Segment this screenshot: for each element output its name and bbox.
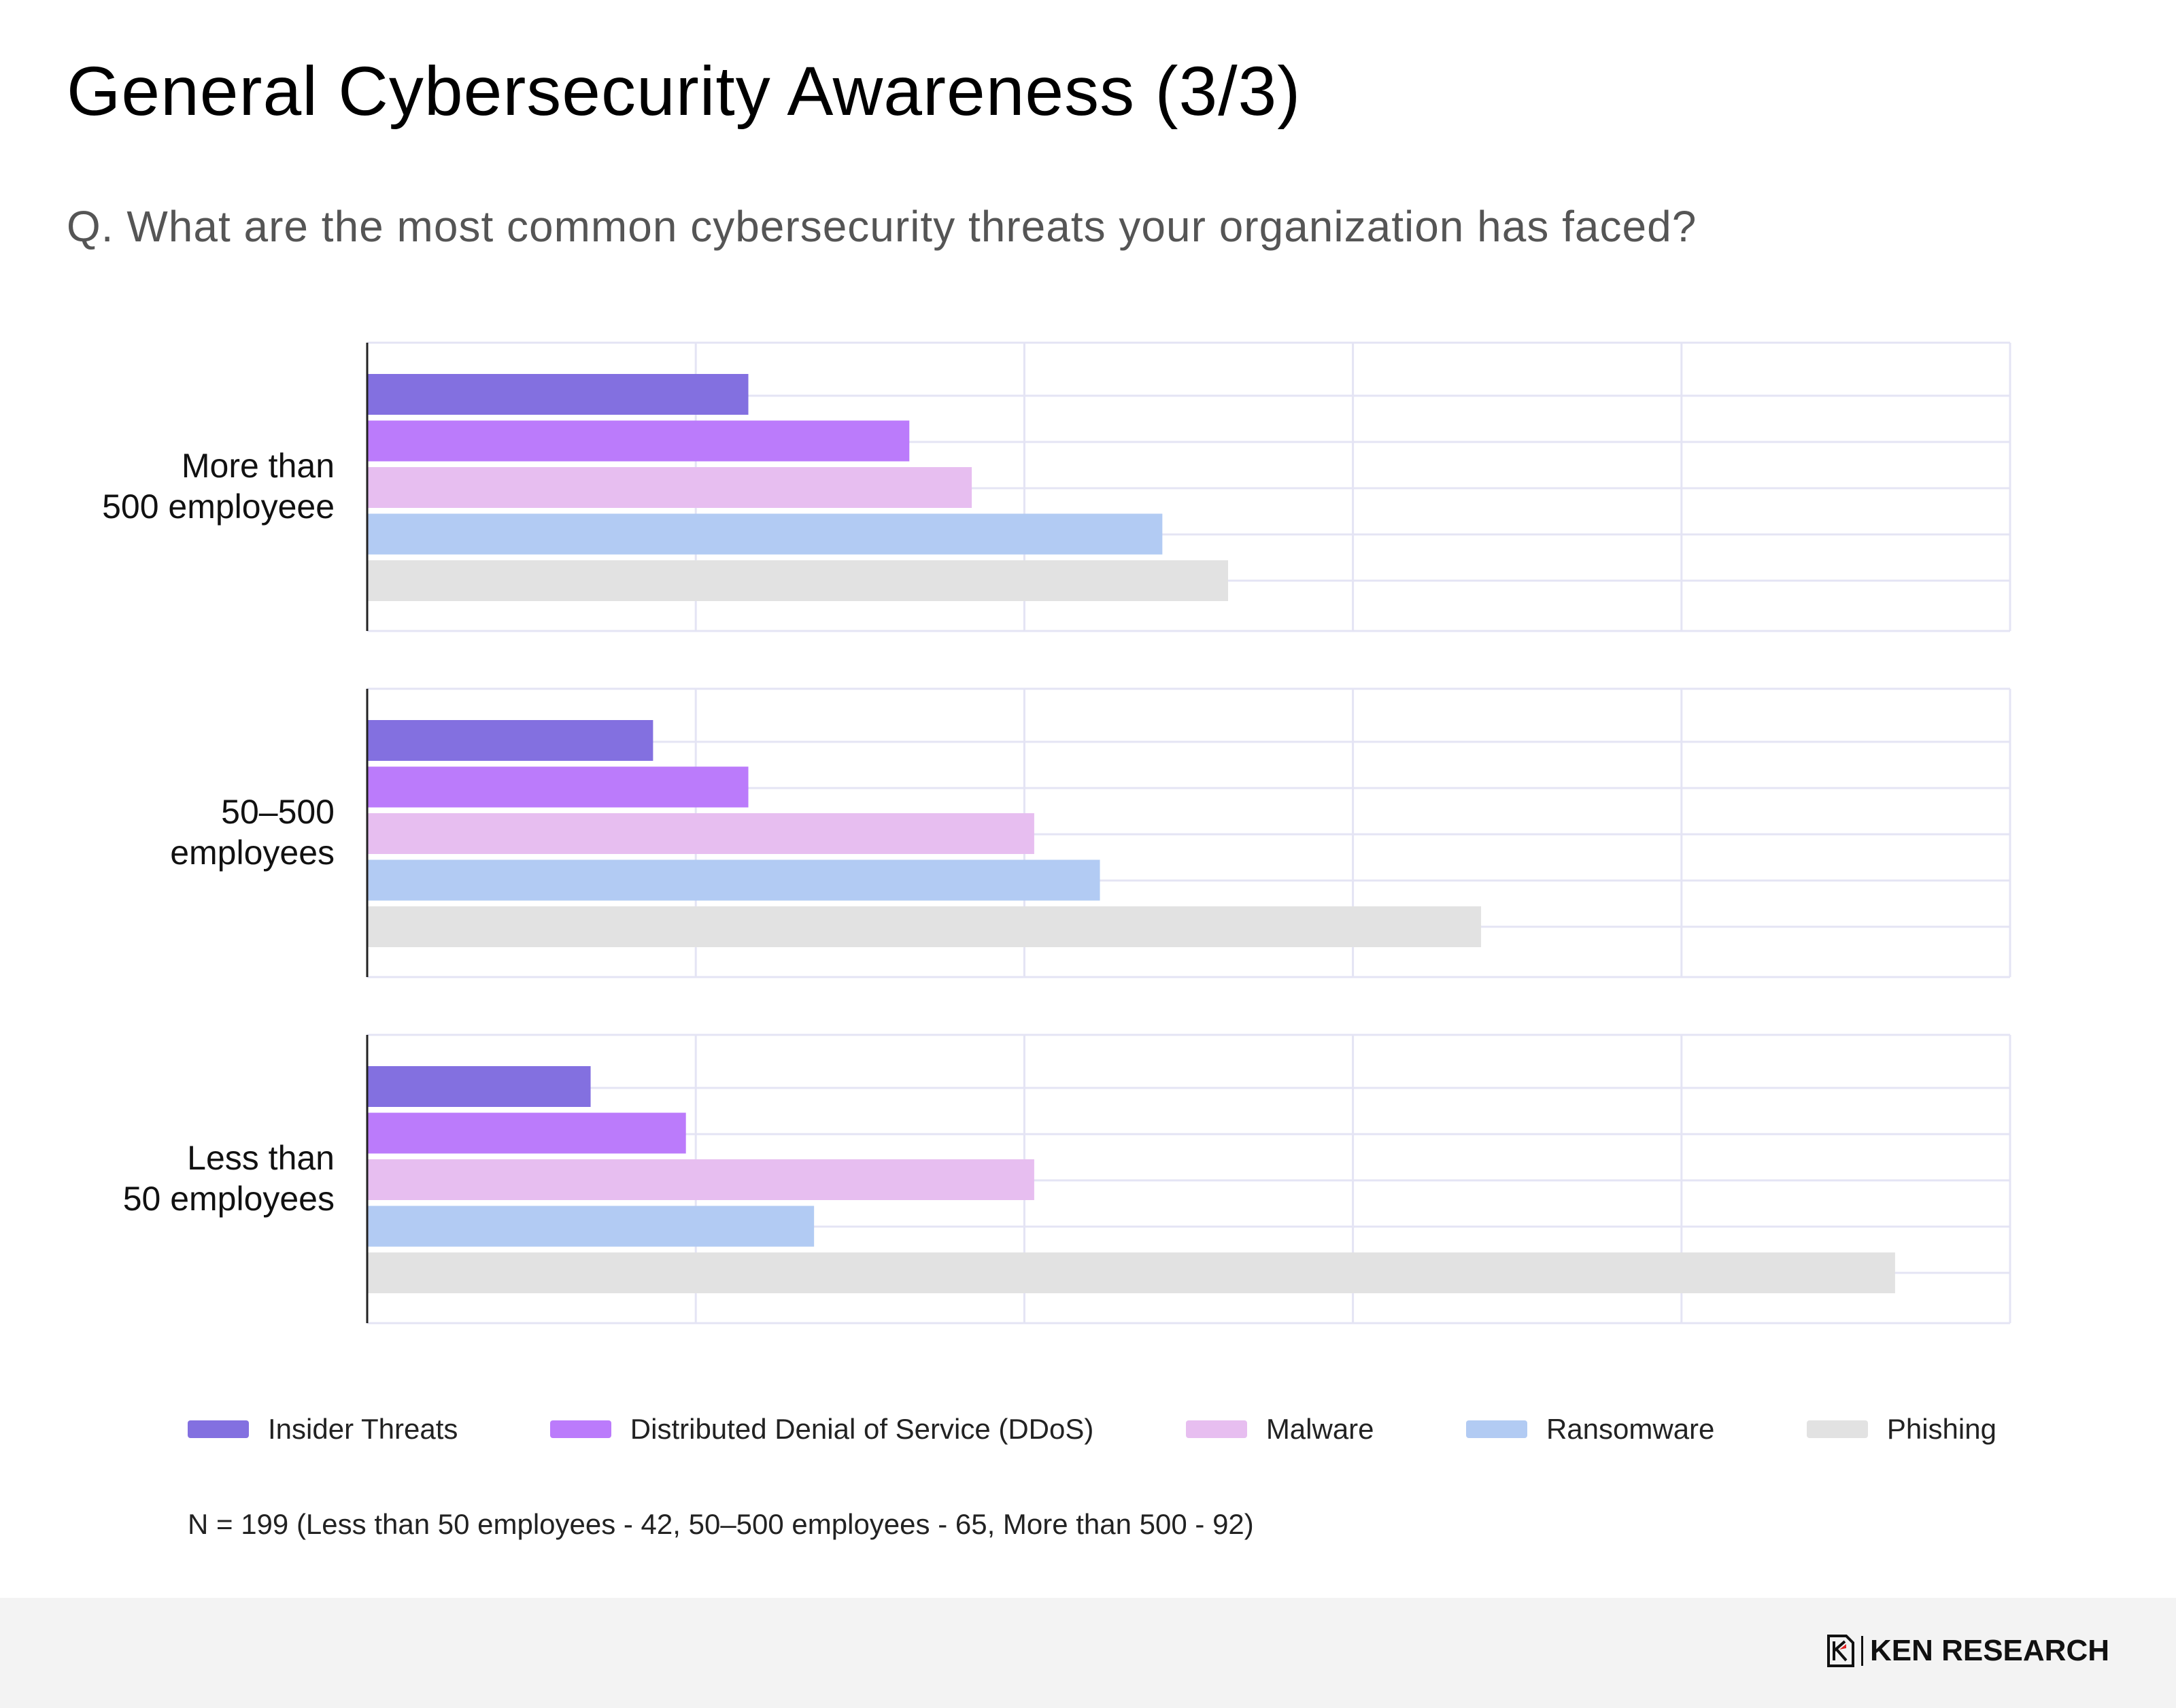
brand-name: KEN RESEARCH — [1869, 1634, 2109, 1667]
legend-item-insider-threats: Insider Threats — [188, 1413, 458, 1446]
brand-divider — [1860, 1636, 1863, 1666]
bar-malware — [367, 467, 972, 508]
bar-distributed-denial-of-service-ddos — [367, 1112, 686, 1154]
category-label-line1: More than — [182, 447, 335, 485]
category-label-line2: 50 employees — [123, 1180, 335, 1218]
bar-insider-threats — [367, 720, 653, 761]
legend-label: Ransomware — [1546, 1413, 1715, 1445]
sample-size-footnote: N = 199 (Less than 50 employees - 42, 50… — [188, 1508, 1254, 1540]
legend-label: Malware — [1265, 1413, 1374, 1445]
bar-malware — [367, 813, 1034, 854]
page-title: General Cybersecurity Awareness (3/3) — [67, 52, 1302, 130]
bar-malware — [367, 1159, 1034, 1200]
bar-phishing — [367, 1252, 1895, 1293]
category-label-line1: Less than — [187, 1139, 335, 1177]
bar-ransomware — [367, 513, 1163, 555]
bar-distributed-denial-of-service-ddos — [367, 420, 910, 462]
bar-layer — [367, 374, 1895, 1293]
footer-band: KEN RESEARCH — [0, 1598, 2176, 1708]
category-label-line2: employees — [170, 834, 335, 872]
bar-distributed-denial-of-service-ddos — [367, 766, 749, 808]
brand-logo: KEN RESEARCH — [1826, 1633, 2109, 1669]
legend-label: Distributed Denial of Service (DDoS) — [630, 1413, 1094, 1445]
legend-label: Phishing — [1886, 1413, 1996, 1445]
legend-swatch — [1806, 1420, 1868, 1438]
legend-swatch — [549, 1420, 611, 1438]
bar-phishing — [367, 560, 1228, 601]
legend-label: Insider Threats — [268, 1413, 458, 1445]
category-label-line2: 500 employeee — [102, 488, 335, 526]
legend-item-ransomware: Ransomware — [1465, 1413, 1715, 1446]
ken-research-logo-icon — [1826, 1635, 1854, 1667]
legend-item-malware: Malware — [1185, 1413, 1374, 1446]
bar-ransomware — [367, 859, 1100, 901]
category-label-line1: 50–500 — [221, 793, 335, 831]
bar-phishing — [367, 906, 1482, 947]
legend-swatch — [1185, 1420, 1247, 1438]
chart-legend: Insider Threats Distributed Denial of Se… — [188, 1413, 1996, 1446]
bar-ransomware — [367, 1206, 815, 1247]
legend-item-phishing: Phishing — [1806, 1413, 1996, 1446]
legend-item-ddos: Distributed Denial of Service (DDoS) — [549, 1413, 1094, 1446]
legend-swatch — [1465, 1420, 1527, 1438]
bar-insider-threats — [367, 374, 749, 415]
bar-insider-threats — [367, 1066, 591, 1107]
legend-swatch — [188, 1420, 249, 1438]
chart-question: Q. What are the most common cybersecurit… — [67, 202, 1697, 251]
